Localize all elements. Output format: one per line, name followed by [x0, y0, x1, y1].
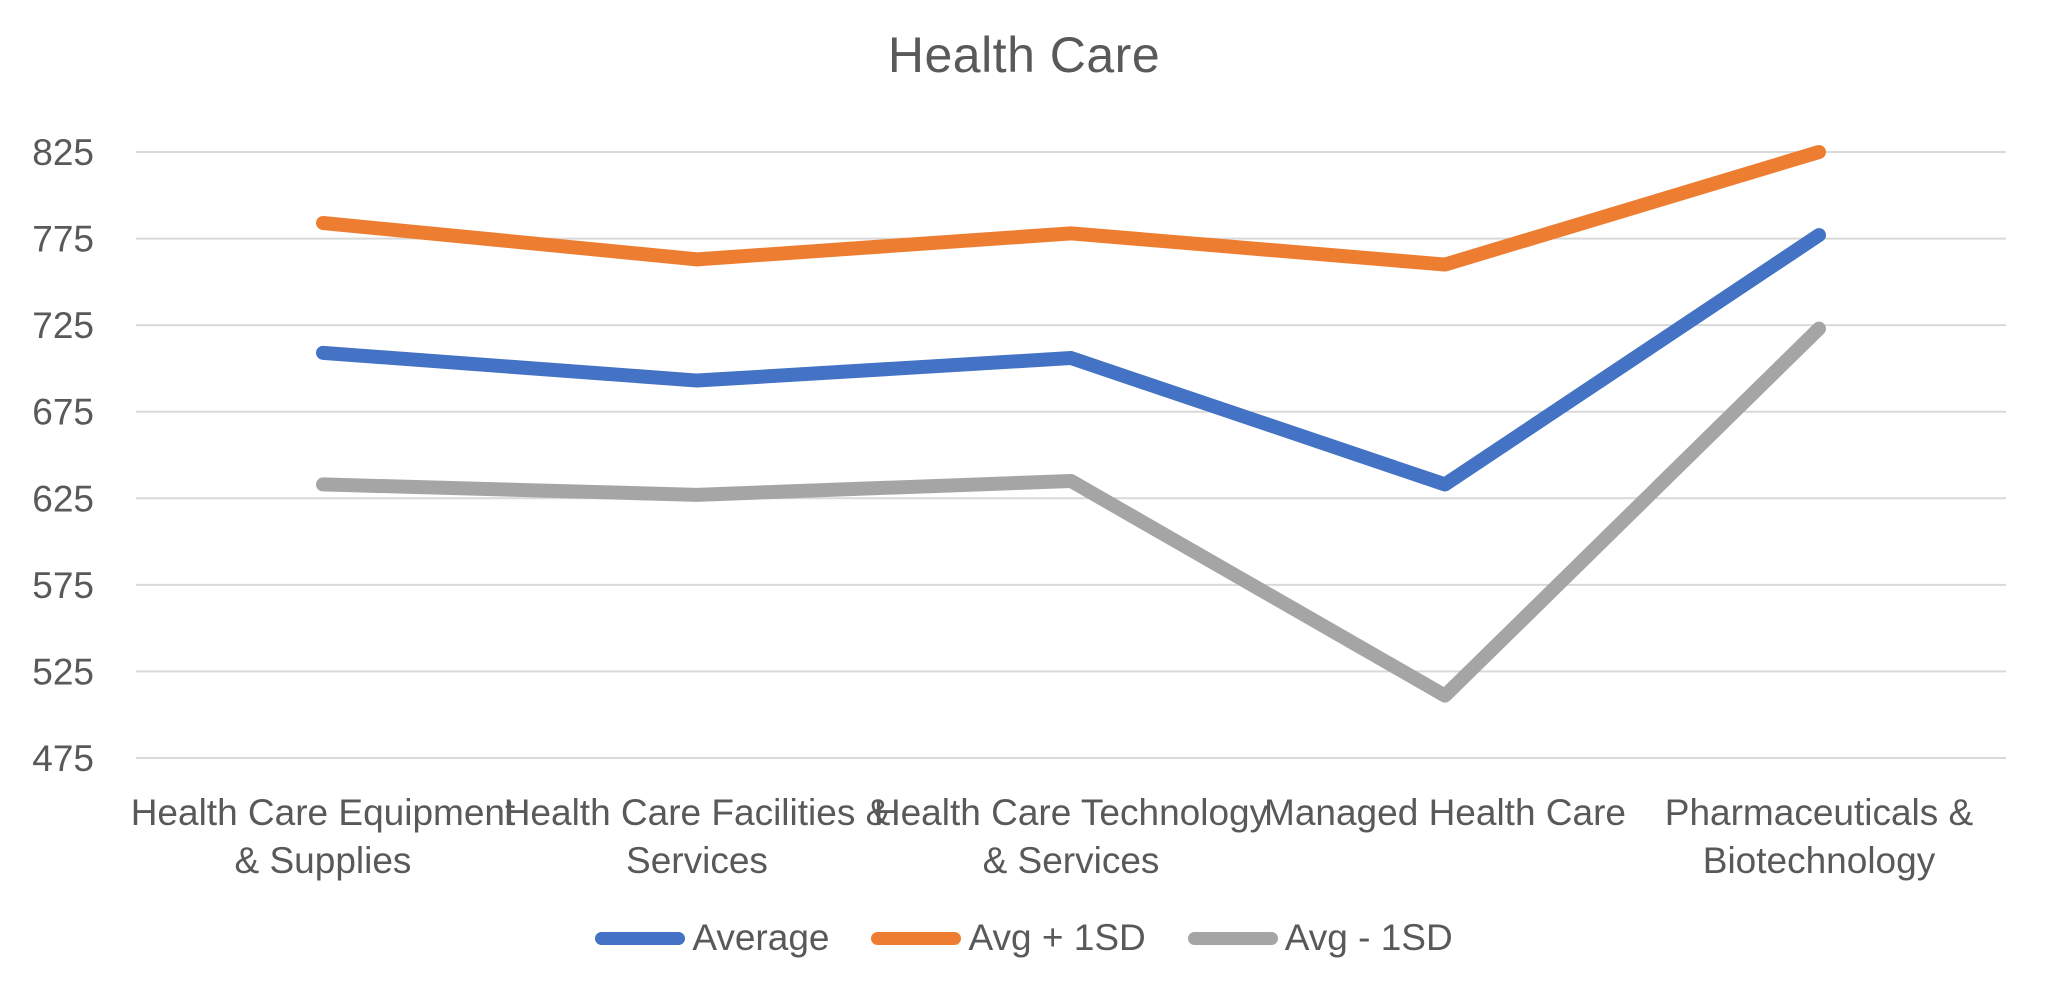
y-tick-label: 475	[32, 738, 94, 779]
y-tick-label: 775	[32, 219, 94, 260]
series-line-average	[316, 228, 1826, 492]
x-category-label: Health Care Equipment & Supplies	[131, 792, 516, 881]
y-tick-label: 725	[32, 305, 94, 346]
y-tick-label: 675	[32, 392, 94, 433]
series-line-avg-1sd	[316, 321, 1826, 703]
series-line-avg-1sd	[316, 145, 1826, 272]
legend: Average Avg + 1SD Avg - 1SD	[0, 912, 2048, 964]
legend-item-average: Average	[595, 917, 829, 959]
legend-label-avg-1sd: Avg - 1SD	[1284, 917, 1453, 958]
y-tick-label: 575	[32, 565, 94, 606]
y-tick-label: 625	[32, 478, 94, 519]
x-category-label: Health Care Facilities & Services	[504, 792, 891, 881]
x-category-label: Health Care Technology & Services	[874, 792, 1269, 881]
legend-label-average: Average	[692, 917, 830, 958]
legend-swatch-avg-1sd	[871, 931, 962, 945]
legend-swatch-avg-1sd	[1187, 931, 1278, 945]
legend-label-avg-1sd: Avg + 1SD	[968, 917, 1146, 958]
x-category-label: Pharmaceuticals & Biotechnology	[1665, 792, 1974, 881]
legend-item-avg-1sd: Avg - 1SD	[1187, 917, 1453, 959]
legend-swatch-average	[595, 931, 686, 945]
y-tick-label: 825	[32, 132, 94, 173]
y-tick-label: 525	[32, 651, 94, 692]
x-category-label: Managed Health Care	[1264, 792, 1626, 833]
legend-item-avg-1sd: Avg + 1SD	[871, 917, 1146, 959]
chart-title: Health Care	[887, 27, 1161, 83]
